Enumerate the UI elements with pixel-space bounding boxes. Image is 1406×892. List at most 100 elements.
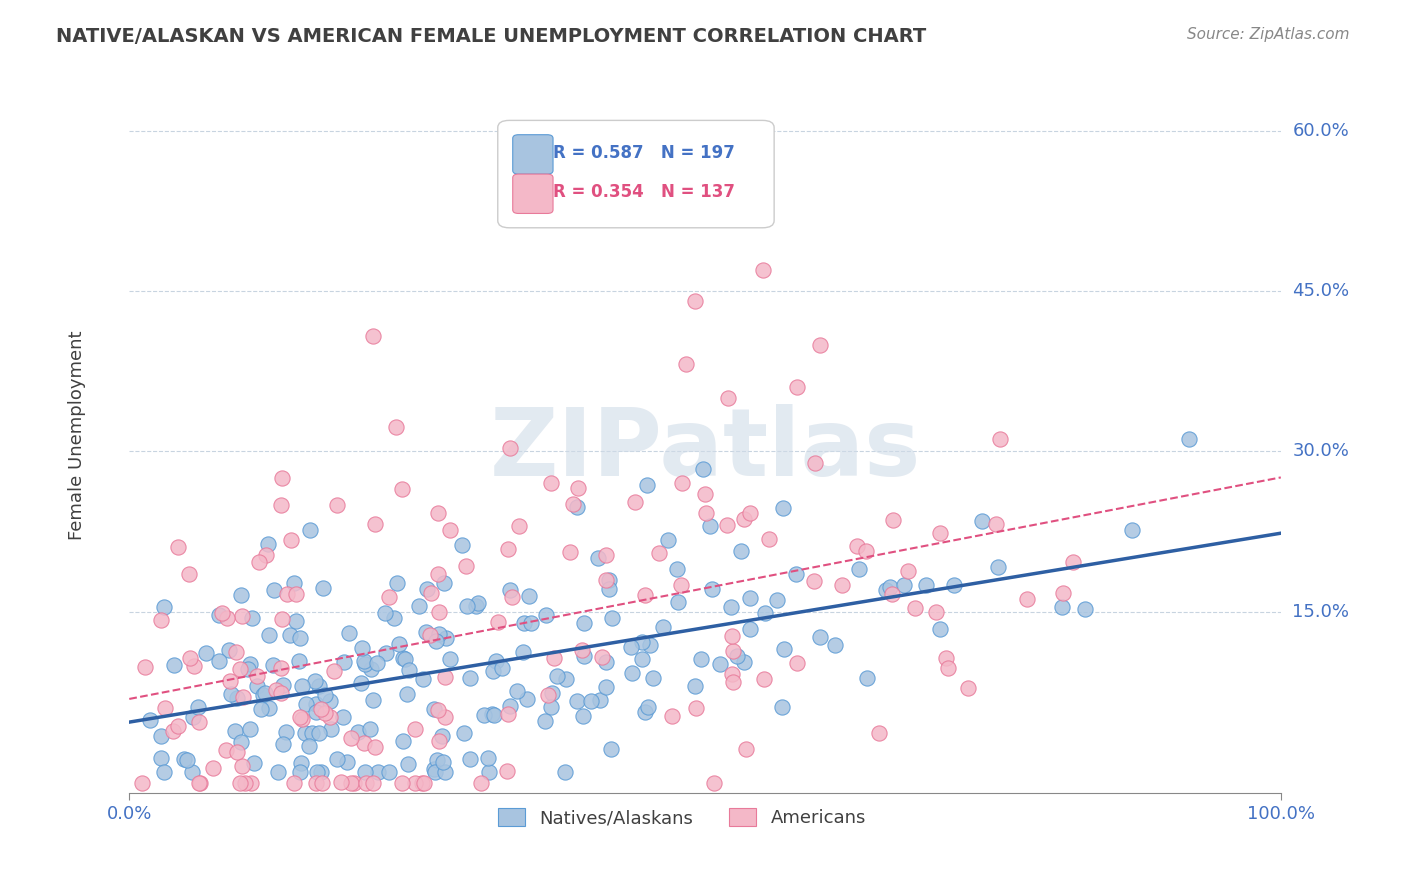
Natives/Alaskans xyxy=(240,610,263,624)
Natives/Alaskans xyxy=(246,679,269,693)
Americans xyxy=(716,518,738,533)
Natives/Alaskans xyxy=(856,671,879,685)
Americans xyxy=(385,420,408,434)
Natives/Alaskans xyxy=(482,664,505,678)
Americans xyxy=(285,587,308,601)
Natives/Alaskans xyxy=(224,724,246,739)
Text: Source: ZipAtlas.com: Source: ZipAtlas.com xyxy=(1187,27,1350,42)
Natives/Alaskans xyxy=(287,655,309,669)
Americans xyxy=(270,498,292,512)
Natives/Alaskans xyxy=(740,591,762,605)
Americans xyxy=(427,702,450,716)
Natives/Alaskans xyxy=(598,573,620,587)
Natives/Alaskans xyxy=(366,657,388,671)
Americans xyxy=(808,337,831,351)
Natives/Alaskans xyxy=(464,599,486,614)
Natives/Alaskans xyxy=(359,722,381,736)
Natives/Alaskans xyxy=(699,518,721,533)
Natives/Alaskans xyxy=(229,735,252,749)
Americans xyxy=(361,775,384,789)
Natives/Alaskans xyxy=(595,655,617,669)
Natives/Alaskans xyxy=(294,726,316,740)
Americans xyxy=(855,544,877,558)
Natives/Alaskans xyxy=(308,679,330,693)
Text: R = 0.587   N = 197: R = 0.587 N = 197 xyxy=(553,144,735,161)
Americans xyxy=(720,666,742,681)
Americans xyxy=(938,661,960,675)
Natives/Alaskans xyxy=(392,650,415,665)
Americans xyxy=(134,660,156,674)
Americans xyxy=(404,775,426,789)
Americans xyxy=(733,512,755,526)
Natives/Alaskans xyxy=(477,750,499,764)
Americans xyxy=(571,643,593,657)
Natives/Alaskans xyxy=(290,756,312,771)
Americans xyxy=(326,498,349,512)
Natives/Alaskans xyxy=(725,648,748,663)
Natives/Alaskans xyxy=(433,576,456,591)
Natives/Alaskans xyxy=(396,757,419,772)
Natives/Alaskans xyxy=(600,741,623,756)
Natives/Alaskans xyxy=(621,666,644,681)
Natives/Alaskans xyxy=(875,583,897,598)
Natives/Alaskans xyxy=(208,608,231,623)
Natives/Alaskans xyxy=(314,688,336,702)
Natives/Alaskans xyxy=(434,631,457,645)
Natives/Alaskans xyxy=(534,714,557,728)
Natives/Alaskans xyxy=(773,642,796,657)
Natives/Alaskans xyxy=(914,578,936,592)
Natives/Alaskans xyxy=(288,631,311,645)
Americans xyxy=(217,611,239,625)
Natives/Alaskans xyxy=(218,643,240,657)
Americans xyxy=(693,487,716,501)
Natives/Alaskans xyxy=(574,649,596,664)
Natives/Alaskans xyxy=(928,623,950,637)
Americans xyxy=(433,670,456,684)
Natives/Alaskans xyxy=(149,750,172,764)
Americans xyxy=(232,690,254,704)
Text: ZIPatlas: ZIPatlas xyxy=(489,404,921,496)
Americans xyxy=(904,601,927,615)
Natives/Alaskans xyxy=(425,633,447,648)
Natives/Alaskans xyxy=(311,581,333,595)
Natives/Alaskans xyxy=(354,657,377,671)
Americans xyxy=(231,759,253,773)
Natives/Alaskans xyxy=(702,582,724,596)
Natives/Alaskans xyxy=(361,693,384,707)
Text: 30.0%: 30.0% xyxy=(1292,442,1350,460)
Natives/Alaskans xyxy=(394,652,416,666)
Natives/Alaskans xyxy=(451,538,474,552)
Natives/Alaskans xyxy=(276,724,298,739)
Americans xyxy=(177,566,200,581)
Americans xyxy=(786,656,808,670)
Americans xyxy=(283,775,305,789)
Natives/Alaskans xyxy=(598,582,620,596)
Americans xyxy=(537,688,560,702)
Americans xyxy=(845,540,868,554)
Natives/Alaskans xyxy=(520,615,543,630)
Natives/Alaskans xyxy=(153,600,176,615)
Natives/Alaskans xyxy=(347,725,370,739)
Natives/Alaskans xyxy=(589,693,612,707)
Natives/Alaskans xyxy=(186,700,208,714)
Natives/Alaskans xyxy=(638,638,661,652)
Americans xyxy=(721,644,744,658)
Americans xyxy=(540,475,562,490)
Natives/Alaskans xyxy=(176,753,198,767)
Natives/Alaskans xyxy=(512,644,534,658)
Americans xyxy=(486,615,509,629)
Americans xyxy=(897,564,920,578)
Americans xyxy=(361,329,384,343)
Americans xyxy=(634,588,657,602)
Natives/Alaskans xyxy=(808,630,831,644)
Americans xyxy=(319,710,342,724)
Americans xyxy=(353,736,375,750)
Natives/Alaskans xyxy=(458,672,481,686)
Natives/Alaskans xyxy=(1074,602,1097,616)
Natives/Alaskans xyxy=(291,679,314,693)
Americans xyxy=(1015,591,1038,606)
Natives/Alaskans xyxy=(423,762,446,776)
Natives/Alaskans xyxy=(423,764,446,779)
Natives/Alaskans xyxy=(630,652,652,666)
Natives/Alaskans xyxy=(772,500,794,515)
